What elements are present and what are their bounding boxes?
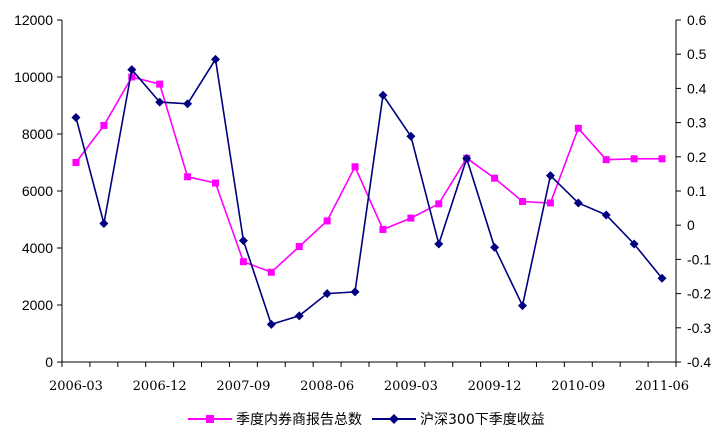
data-point-diamond — [434, 239, 444, 249]
right-y-tick-label: -0.1 — [687, 251, 711, 267]
data-point-square — [546, 199, 554, 207]
data-point-square — [602, 156, 610, 164]
data-point-diamond — [601, 210, 611, 220]
data-point-diamond — [462, 154, 472, 164]
data-point-square — [435, 200, 443, 208]
right-y-tick-label: -0.3 — [687, 320, 711, 336]
x-tick-label: 2009-12 — [468, 379, 522, 394]
data-point-square — [491, 174, 499, 182]
right-y-tick-label: 0.6 — [687, 12, 707, 28]
data-point-square — [379, 225, 387, 233]
data-point-square — [239, 258, 247, 266]
x-tick-label: 2011-06 — [635, 379, 689, 394]
data-point-diamond — [266, 319, 276, 329]
legend-marker-hs300-return — [389, 414, 399, 424]
data-point-square — [72, 159, 80, 166]
right-y-tick-label: 0 — [687, 217, 695, 233]
data-point-square — [184, 173, 192, 181]
data-point-diamond — [183, 99, 193, 109]
right-y-tick-label: -0.2 — [687, 286, 711, 302]
data-point-diamond — [350, 287, 360, 297]
series-line — [75, 57, 663, 326]
right-y-tick-label: 0.3 — [687, 115, 707, 131]
data-point-square — [156, 80, 164, 88]
data-point-diamond — [211, 54, 220, 64]
data-point-diamond — [294, 311, 304, 321]
data-point-square — [519, 198, 526, 206]
left-y-tick-label: 12000 — [14, 12, 53, 28]
left-y-tick-label: 2000 — [22, 297, 53, 313]
data-point-diamond — [99, 218, 109, 228]
x-tick-label: 2009-03 — [384, 379, 438, 394]
data-point-diamond — [490, 242, 500, 252]
data-point-diamond — [127, 65, 137, 75]
data-point-square — [128, 73, 136, 81]
data-point-square — [212, 179, 219, 187]
right-y-tick-label: 0.2 — [687, 149, 707, 165]
data-point-diamond — [657, 273, 667, 283]
legend: 季度内券商报告总数 沪深300下季度收益 — [188, 412, 545, 428]
left-y-tick-label: 10000 — [14, 69, 53, 85]
legend-marker-report-count — [206, 415, 214, 423]
series-hs300-return — [71, 54, 667, 329]
right-y-tick-label: 0.5 — [687, 46, 707, 62]
data-point-square — [351, 163, 359, 171]
left-y-tick-label: 8000 — [22, 126, 53, 142]
data-point-diamond — [238, 236, 248, 246]
x-tick-label: 2006-12 — [133, 379, 187, 394]
x-tick-label: 2006-03 — [49, 379, 103, 394]
data-point-diamond — [573, 198, 583, 208]
data-point-square — [658, 155, 666, 163]
right-y-tick-label: 0.4 — [687, 80, 707, 96]
data-point-diamond — [406, 131, 416, 141]
data-point-diamond — [322, 289, 332, 299]
data-point-square — [574, 124, 582, 132]
data-point-diamond — [545, 171, 555, 181]
left-y-tick-label: 0 — [45, 354, 53, 370]
data-point-diamond — [518, 301, 527, 311]
x-tick-label: 2008-06 — [300, 379, 354, 394]
data-point-square — [630, 155, 638, 163]
right-y-tick-label: -0.4 — [687, 354, 711, 370]
legend-label-hs300-return: 沪深300下季度收益 — [420, 412, 545, 428]
data-point-diamond — [629, 239, 639, 249]
data-point-diamond — [155, 97, 165, 107]
data-point-square — [295, 243, 303, 251]
data-point-square — [100, 121, 108, 129]
right-y-tick-label: 0.1 — [687, 183, 707, 199]
data-point-square — [407, 214, 415, 222]
data-point-square — [267, 268, 275, 276]
legend-label-report-count: 季度内券商报告总数 — [236, 412, 362, 428]
axes: 0 2000 4000 6000 8000 10000 12000 -0.4 -0.3 -0.2 -… — [14, 12, 711, 394]
x-tick-label: 2010-09 — [551, 379, 605, 394]
data-point-diamond — [378, 90, 388, 100]
x-tick-label: 2007-09 — [216, 379, 270, 394]
left-y-tick-label: 4000 — [22, 240, 53, 256]
left-y-tick-label: 6000 — [22, 183, 53, 199]
data-point-diamond — [71, 112, 81, 122]
data-point-square — [323, 217, 331, 225]
